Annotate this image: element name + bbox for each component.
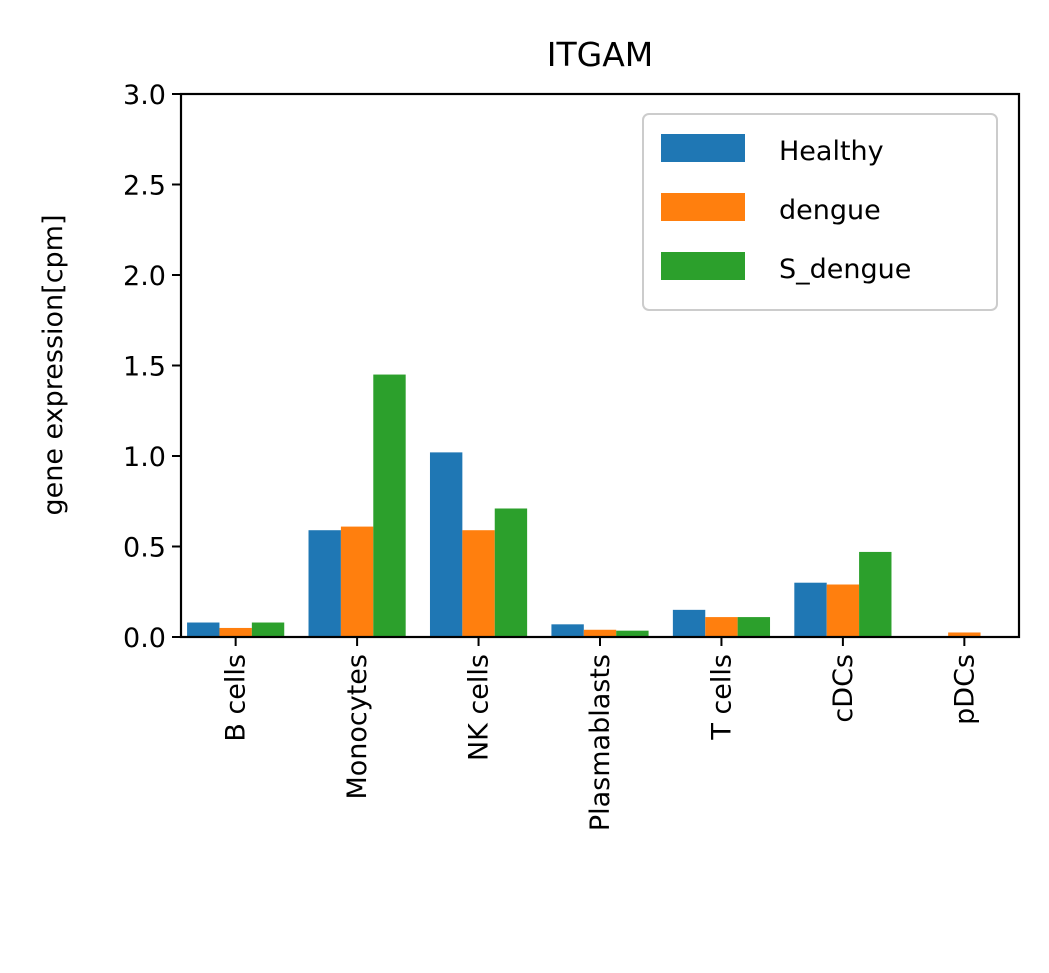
bar-s-dengue-cdcs — [859, 551, 892, 637]
bar-s-dengue-monocytes — [373, 374, 406, 637]
bar-s-dengue-nk-cells — [494, 508, 528, 637]
bar-dengue-nk-cells — [462, 530, 495, 637]
legend-swatch-s-dengue — [661, 252, 745, 280]
x-tick-label: B cells — [221, 654, 252, 742]
bar-healthy-cdcs — [794, 582, 827, 637]
x-tick-label: pDCs — [949, 654, 980, 725]
y-axis-label: gene expression[cpm] — [38, 214, 69, 515]
x-tick-label: Plasmablasts — [585, 654, 616, 831]
bar-healthy-monocytes — [308, 530, 341, 637]
bar-s-dengue-t-cells — [737, 617, 771, 637]
x-tick-label: cDCs — [828, 654, 859, 723]
x-tick-label: T cells — [706, 654, 737, 741]
y-tick-label: 2.0 — [123, 261, 166, 292]
bar-healthy-b-cells — [187, 622, 220, 637]
legend-label: dengue — [779, 195, 881, 226]
y-tick-label: 0.0 — [123, 623, 166, 654]
x-tick-label: Monocytes — [342, 654, 373, 800]
bar-dengue-pdcs — [948, 632, 981, 637]
bar-dengue-t-cells — [705, 617, 738, 637]
legend-swatch-healthy — [661, 134, 745, 162]
plot-area-frame — [179, 92, 1021, 639]
y-tick-label: 2.5 — [123, 171, 166, 202]
legend-label: Healthy — [779, 136, 884, 167]
legend-label: S_dengue — [779, 254, 911, 285]
x-tick-label: NK cells — [464, 654, 495, 761]
bar-healthy-nk-cells — [429, 452, 463, 637]
bar-healthy-t-cells — [672, 609, 706, 637]
y-tick-label: 3.0 — [123, 80, 166, 111]
bar-dengue-plasmablasts — [583, 629, 617, 637]
bar-dengue-b-cells — [219, 627, 252, 637]
y-tick-label: 0.5 — [123, 533, 166, 564]
legend-swatch-dengue — [661, 193, 745, 221]
bar-s-dengue-b-cells — [251, 622, 285, 637]
bar-dengue-monocytes — [340, 526, 374, 637]
bar-healthy-plasmablasts — [551, 624, 584, 637]
chart-title: ITGAM — [547, 35, 654, 74]
bar-s-dengue-plasmablasts — [616, 630, 649, 637]
legend: Healthy dengue S_dengue — [642, 113, 998, 311]
bar-dengue-cdcs — [826, 584, 860, 637]
y-tick-label: 1.5 — [123, 352, 166, 383]
y-axis-ticks: 0.0 0.5 1.0 1.5 2.0 2.5 3.0 — [123, 80, 181, 654]
x-axis-ticks: B cells Monocytes NK cells Plasmablasts T ce… — [221, 637, 980, 831]
bars-group — [187, 374, 981, 637]
y-tick-label: 1.0 — [123, 442, 166, 473]
